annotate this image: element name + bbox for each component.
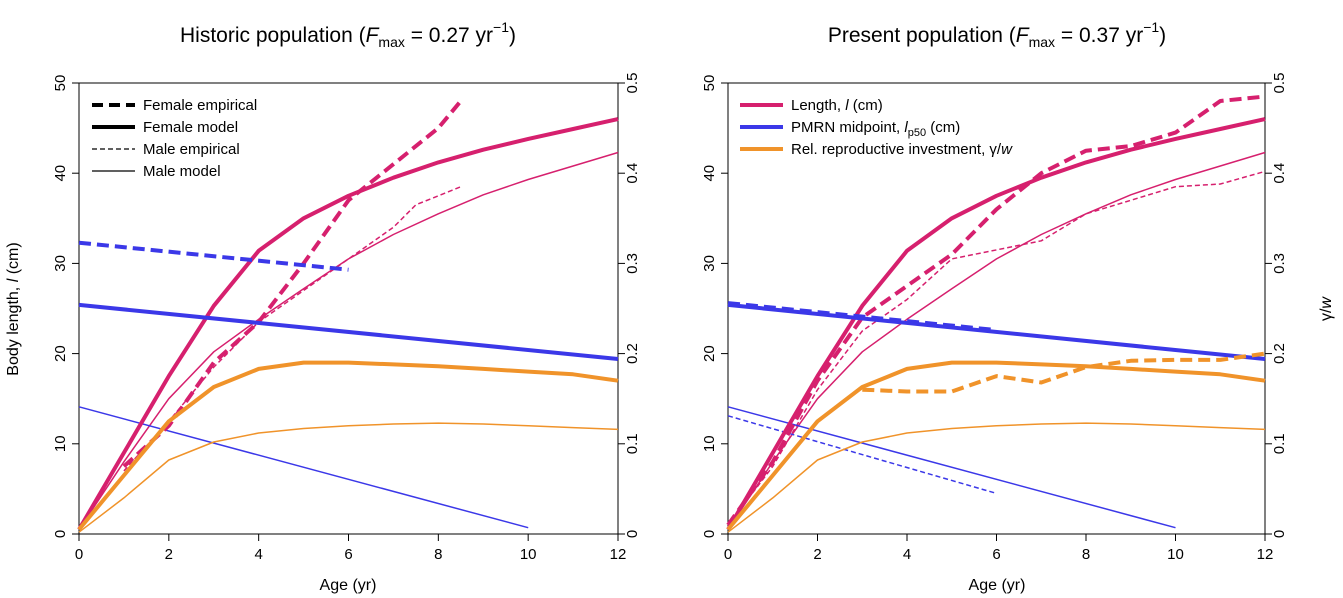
- historic-series-line: [78, 422, 619, 533]
- historic-x-tick-label: 0: [75, 546, 83, 563]
- present-legend: Length, l (cm) PMRN midpoint, lp50 (cm) …: [740, 97, 1013, 158]
- historic-series-line: [78, 302, 619, 361]
- present-panel: Present population (Fmax = 0.37 yr−1) 0 2…: [701, 19, 1335, 594]
- present-x-tick-label: 6: [992, 546, 1000, 563]
- historic-title: Historic population (Fmax = 0.27 yr−1): [180, 19, 516, 50]
- legend-pmrn-label: PMRN midpoint, lp50 (cm): [791, 119, 960, 139]
- legend-male-model-label: Male model: [143, 163, 221, 180]
- historic-x-tick-label: 12: [610, 546, 627, 563]
- present-series-line: [726, 117, 1266, 531]
- historic-y2-tick-label: 0.3: [624, 253, 641, 274]
- present-series-line: [727, 415, 997, 495]
- present-series-line: [862, 351, 1266, 394]
- present-y2-tick-label: 0.2: [1271, 343, 1288, 364]
- present-y-tick-label: 0: [701, 530, 718, 538]
- historic-legend: Female empirical Female model Male empir…: [92, 97, 257, 180]
- historic-series-line: [77, 360, 619, 531]
- historic-series-line: [77, 117, 619, 531]
- historic-y-tick-label: 20: [52, 345, 69, 362]
- present-y2-tick-label: 0.3: [1271, 253, 1288, 274]
- present-series-line: [727, 170, 1266, 526]
- present-series-line: [727, 422, 1266, 533]
- present-y2-tick-label: 0.5: [1271, 73, 1288, 94]
- legend-reproductive-label: Rel. reproductive investment, γ/w: [791, 141, 1013, 158]
- legend-male-empirical-label: Male empirical: [143, 141, 240, 158]
- present-y-tick-label: 30: [701, 255, 718, 272]
- present-x-tick-label: 0: [724, 546, 732, 563]
- historic-y-axis-label: Body length, l (cm): [5, 242, 22, 375]
- historic-y2-tick-label: 0.2: [624, 343, 641, 364]
- present-y-tick-label: 40: [701, 165, 718, 182]
- legend-female-model-label: Female model: [143, 119, 238, 136]
- present-y-tick-label: 50: [701, 75, 718, 92]
- historic-panel: Historic population (Fmax = 0.27 yr−1) 0…: [5, 19, 641, 594]
- present-x-tick-label: 4: [903, 546, 911, 563]
- present-x-axis-label: Age (yr): [969, 577, 1026, 594]
- present-series-line: [727, 406, 1176, 529]
- historic-x-axis-label: Age (yr): [320, 577, 377, 594]
- historic-y-tick-label: 30: [52, 255, 69, 272]
- present-y2-tick-label: 0: [1271, 530, 1288, 538]
- historic-series-line: [78, 151, 619, 530]
- present-x-tick-label: 8: [1082, 546, 1090, 563]
- historic-y2-tick-label: 0: [624, 530, 641, 538]
- present-y2-tick-label: 0.4: [1271, 163, 1288, 184]
- historic-x-tick-label: 2: [165, 546, 173, 563]
- historic-x-tick-label: 8: [434, 546, 442, 563]
- historic-x-tick-label: 10: [520, 546, 537, 563]
- historic-y2-tick-label: 0.4: [624, 163, 641, 184]
- legend-length-label: Length, l (cm): [791, 97, 883, 114]
- present-x-tick-label: 2: [813, 546, 821, 563]
- historic-series-line: [78, 240, 349, 272]
- historic-x-tick-label: 4: [254, 546, 262, 563]
- historic-x-tick-label: 6: [344, 546, 352, 563]
- historic-series-line: [123, 186, 462, 472]
- present-x-tick-label: 10: [1167, 546, 1184, 563]
- present-title: Present population (Fmax = 0.37 yr−1): [828, 19, 1166, 50]
- present-y2-tick-label: 0.1: [1271, 433, 1288, 454]
- present-y-tick-label: 20: [701, 345, 718, 362]
- present-series-line: [726, 360, 1266, 531]
- present-x-tick-label: 12: [1257, 546, 1274, 563]
- legend-female-empirical-label: Female empirical: [143, 97, 257, 114]
- present-series-line: [726, 94, 1266, 527]
- present-series-line: [727, 301, 997, 333]
- historic-y2-tick-label: 0.1: [624, 433, 641, 454]
- present-y2-axis-label: γ/w: [1318, 296, 1335, 321]
- historic-y2-tick-label: 0.5: [624, 73, 641, 94]
- present-series-line: [727, 151, 1266, 530]
- historic-series-line: [78, 406, 529, 529]
- present-y-tick-label: 10: [701, 435, 718, 452]
- historic-y-tick-label: 10: [52, 435, 69, 452]
- historic-y-tick-label: 40: [52, 165, 69, 182]
- historic-y-tick-label: 0: [52, 530, 69, 538]
- historic-y-tick-label: 50: [52, 75, 69, 92]
